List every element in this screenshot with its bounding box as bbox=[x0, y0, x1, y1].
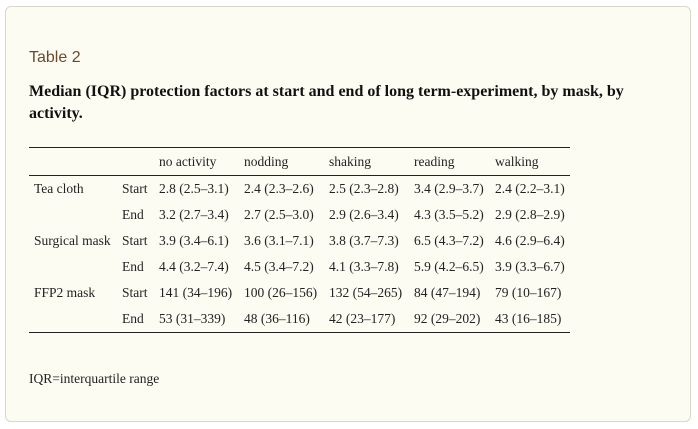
value-cell: 3.9 (3.4–6.1) bbox=[159, 233, 229, 248]
value-cell: 4.3 (3.5–5.2) bbox=[414, 207, 484, 222]
value-cell: 43 (16–185) bbox=[495, 311, 562, 326]
value-cell: 3.2 (2.7–3.4) bbox=[159, 207, 229, 222]
value-cell: 3.8 (3.7–7.3) bbox=[329, 233, 399, 248]
table-row: End 4.4 (3.2–7.4) 4.5 (3.4–7.2) 4.1 (3.3… bbox=[29, 254, 570, 280]
value-cell: 2.9 (2.6–3.4) bbox=[329, 207, 399, 222]
value-cell: 3.9 (3.3–6.7) bbox=[495, 259, 565, 274]
table-footnote: IQR=interquartile range bbox=[29, 371, 160, 386]
value-cell: 48 (36–116) bbox=[244, 311, 310, 326]
phase-cell: End bbox=[122, 207, 144, 222]
value-cell: 4.6 (2.9–6.4) bbox=[495, 233, 565, 248]
mask-cell: Tea cloth bbox=[34, 181, 84, 196]
phase-cell: End bbox=[122, 311, 144, 326]
value-cell: 84 (47–194) bbox=[414, 285, 481, 300]
column-header bbox=[29, 147, 117, 176]
mask-cell: FFP2 mask bbox=[34, 285, 96, 300]
phase-cell: Start bbox=[122, 233, 148, 248]
value-cell: 2.4 (2.3–2.6) bbox=[244, 181, 314, 196]
value-cell: 4.4 (3.2–7.4) bbox=[159, 259, 229, 274]
data-table: no activity nodding shaking reading walk… bbox=[29, 147, 570, 333]
value-cell: 132 (54–265) bbox=[329, 285, 403, 300]
value-cell: 6.5 (4.3–7.2) bbox=[414, 233, 484, 248]
mask-cell bbox=[29, 254, 117, 280]
value-cell: 3.4 (2.9–3.7) bbox=[414, 181, 484, 196]
value-cell: 3.6 (3.1–7.1) bbox=[244, 233, 314, 248]
table-panel: Table 2 Median (IQR) protection factors … bbox=[5, 6, 691, 422]
header-row: no activity nodding shaking reading walk… bbox=[29, 147, 570, 176]
value-cell: 2.7 (2.5–3.0) bbox=[244, 207, 314, 222]
table-label: Table 2 bbox=[29, 49, 81, 66]
value-cell: 100 (26–156) bbox=[244, 285, 318, 300]
mask-cell: Surgical mask bbox=[34, 233, 111, 248]
value-cell: 53 (31–339) bbox=[159, 311, 226, 326]
value-cell: 5.9 (4.2–6.5) bbox=[414, 259, 484, 274]
column-header: walking bbox=[490, 147, 570, 176]
table-row: End 53 (31–339) 48 (36–116) 42 (23–177) … bbox=[29, 306, 570, 333]
value-cell: 4.1 (3.3–7.8) bbox=[329, 259, 399, 274]
value-cell: 92 (29–202) bbox=[414, 311, 481, 326]
value-cell: 2.5 (2.3–2.8) bbox=[329, 181, 399, 196]
column-header: shaking bbox=[324, 147, 409, 176]
value-cell: 79 (10–167) bbox=[495, 285, 562, 300]
value-cell: 2.9 (2.8–2.9) bbox=[495, 207, 565, 222]
value-cell: 4.5 (3.4–7.2) bbox=[244, 259, 314, 274]
column-header bbox=[117, 147, 154, 176]
value-cell: 2.8 (2.5–3.1) bbox=[159, 181, 229, 196]
table-caption: Median (IQR) protection factors at start… bbox=[29, 83, 624, 122]
value-cell: 141 (34–196) bbox=[159, 285, 233, 300]
mask-cell bbox=[29, 306, 117, 333]
column-header: nodding bbox=[239, 147, 324, 176]
value-cell: 42 (23–177) bbox=[329, 311, 396, 326]
mask-cell bbox=[29, 202, 117, 228]
phase-cell: End bbox=[122, 259, 144, 274]
table-row: Surgical mask Start 3.9 (3.4–6.1) 3.6 (3… bbox=[29, 228, 570, 254]
phase-cell: Start bbox=[122, 181, 148, 196]
value-cell: 2.4 (2.2–3.1) bbox=[495, 181, 565, 196]
column-header: no activity bbox=[154, 147, 239, 176]
table-row: End 3.2 (2.7–3.4) 2.7 (2.5–3.0) 2.9 (2.6… bbox=[29, 202, 570, 228]
phase-cell: Start bbox=[122, 285, 148, 300]
table-row: FFP2 mask Start 141 (34–196) 100 (26–156… bbox=[29, 280, 570, 306]
table-row: Tea cloth Start 2.8 (2.5–3.1) 2.4 (2.3–2… bbox=[29, 176, 570, 203]
column-header: reading bbox=[409, 147, 490, 176]
